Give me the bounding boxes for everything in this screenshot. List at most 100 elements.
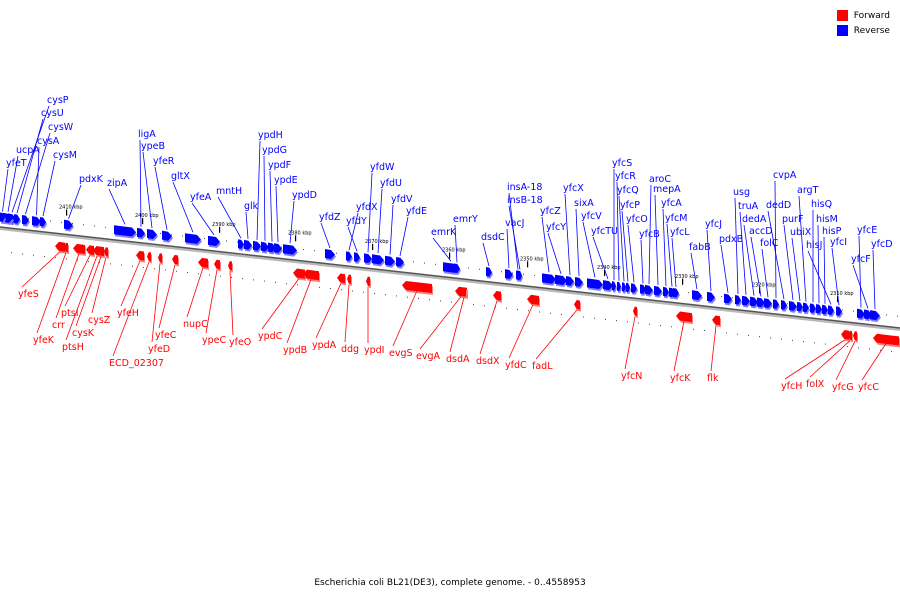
gene-argT[interactable] <box>803 302 810 315</box>
gene-label-ypeB[interactable]: ypeB <box>141 141 165 152</box>
gene-label-hisJ[interactable]: hisJ <box>806 240 822 251</box>
gene-yfeO[interactable] <box>228 261 233 273</box>
gene-label-yfeK[interactable]: yfeK <box>33 335 55 346</box>
gene-label-cysK[interactable]: cysK <box>72 328 95 339</box>
gene-label-yfeO[interactable]: yfeO <box>229 337 251 348</box>
gene-label-gltX[interactable]: gltX <box>171 171 190 182</box>
gene-hisQ[interactable] <box>810 303 817 316</box>
gene-label-yfcQ[interactable]: yfcQ <box>617 185 639 196</box>
gene-label-yfcR[interactable]: yfcR <box>615 171 636 182</box>
gene-label-yfdE[interactable]: yfdE <box>406 206 427 217</box>
gene-label-mepA[interactable]: mepA <box>653 184 681 195</box>
gene-hisJ[interactable] <box>828 305 835 318</box>
gene-label-yfcP[interactable]: yfcP <box>620 200 640 211</box>
gene-yfeC[interactable] <box>172 254 179 267</box>
gene-label-aroC[interactable]: aroC <box>649 174 671 185</box>
gene-label-ligA[interactable]: ligA <box>138 129 156 140</box>
gene-cysZ[interactable] <box>104 247 109 259</box>
gene-yfdX[interactable] <box>346 251 353 263</box>
gene-ypdI[interactable] <box>366 276 371 289</box>
gene-dsdX[interactable] <box>493 290 502 303</box>
gene-yfeK[interactable] <box>64 242 69 255</box>
gene-label-cvpA[interactable]: cvpA <box>773 170 797 181</box>
gene-evgS[interactable] <box>402 280 433 295</box>
gene-insB-18[interactable] <box>518 270 523 283</box>
gene-label-yfcI[interactable]: yfcI <box>830 237 847 248</box>
gene-yfcO[interactable] <box>631 283 638 295</box>
gene-ddg[interactable] <box>347 274 352 286</box>
gene-yfeS[interactable] <box>55 241 66 254</box>
gene-label-yfdU[interactable]: yfdU <box>380 178 402 189</box>
gene-label-flk[interactable]: flk <box>707 373 719 384</box>
gene-yfdU[interactable] <box>372 254 385 267</box>
gene-cvpA[interactable] <box>773 299 780 311</box>
gene-folX[interactable] <box>848 330 853 343</box>
gene-label-cysP[interactable]: cysP <box>47 95 69 106</box>
gene-label-cysA[interactable]: cysA <box>37 136 60 147</box>
gene-label-yfcJ[interactable]: yfcJ <box>705 219 722 230</box>
gene-yfcR[interactable] <box>617 281 622 294</box>
gene-yfcP[interactable] <box>626 282 631 295</box>
gene-label-insA-18[interactable]: insA-18 <box>507 182 542 193</box>
gene-crr[interactable] <box>73 243 86 257</box>
gene-yfeR[interactable] <box>162 230 173 243</box>
gene-aroC[interactable] <box>645 284 654 297</box>
gene-label-argT[interactable]: argT <box>797 185 819 196</box>
gene-nupC[interactable] <box>198 257 209 270</box>
gene-yfeT[interactable] <box>0 212 6 225</box>
gene-ECD_02307[interactable] <box>147 252 152 264</box>
gene-dsdA[interactable] <box>462 287 467 299</box>
gene-ypdB[interactable] <box>303 269 320 283</box>
gene-cysU[interactable] <box>14 214 21 226</box>
gene-label-yfdX[interactable]: yfdX <box>356 202 378 213</box>
gene-label-yfcY[interactable]: yfcY <box>546 222 566 233</box>
gene-ypeC[interactable] <box>214 259 221 272</box>
gene-yfcJ[interactable] <box>707 291 716 304</box>
gene-yfdW[interactable] <box>364 253 373 266</box>
gene-label-yfcF[interactable]: yfcF <box>851 254 871 265</box>
gene-label-cysW[interactable]: cysW <box>48 122 74 133</box>
gene-yfcN[interactable] <box>633 306 638 318</box>
gene-ptsI[interactable] <box>86 245 95 258</box>
gene-ypdD[interactable] <box>283 244 298 257</box>
gene-label-yfcE[interactable]: yfcE <box>857 225 877 236</box>
gene-label-truA[interactable]: truA <box>738 201 759 212</box>
gene-gltX[interactable] <box>185 233 202 246</box>
gene-label-yfcA[interactable]: yfcA <box>661 198 682 209</box>
gene-label-ptsI[interactable]: ptsI <box>61 308 79 319</box>
gene-label-ddg[interactable]: ddg <box>341 344 359 355</box>
gene-cysA[interactable] <box>32 216 42 229</box>
gene-label-ypdF[interactable]: ypdF <box>268 160 291 171</box>
gene-label-ubiX[interactable]: ubiX <box>790 227 812 238</box>
gene-hisM[interactable] <box>816 304 823 316</box>
gene-label-yfeR[interactable]: yfeR <box>153 156 175 167</box>
gene-yfeH[interactable] <box>136 250 145 263</box>
gene-label-hisQ[interactable]: hisQ <box>811 199 832 210</box>
gene-pdxK[interactable] <box>64 219 74 232</box>
gene-label-hisM[interactable]: hisM <box>816 214 838 225</box>
gene-label-dsdX[interactable]: dsdX <box>476 356 500 367</box>
gene-yfcS[interactable] <box>612 281 617 293</box>
gene-label-ECD_02307[interactable]: ECD_02307 <box>109 358 164 369</box>
gene-label-evgS[interactable]: evgS <box>389 348 413 359</box>
gene-label-dedA[interactable]: dedA <box>742 214 767 225</box>
gene-label-evgA[interactable]: evgA <box>416 351 440 362</box>
gene-label-yfcS[interactable]: yfcS <box>612 158 632 169</box>
gene-label-yfcZ[interactable]: yfcZ <box>540 206 561 217</box>
gene-vacJ[interactable] <box>505 269 514 281</box>
gene-fadL[interactable] <box>574 299 581 312</box>
gene-label-zipA[interactable]: zipA <box>107 178 128 189</box>
gene-label-cysU[interactable]: cysU <box>41 108 64 119</box>
gene-label-folC[interactable]: folC <box>760 238 779 249</box>
gene-label-yfcH[interactable]: yfcH <box>781 381 802 392</box>
gene-ypdA[interactable] <box>337 273 346 286</box>
gene-label-cysZ[interactable]: cysZ <box>88 315 111 326</box>
gene-yfcC[interactable] <box>873 333 900 348</box>
gene-label-folX[interactable]: folX <box>806 379 825 390</box>
gene-label-yfdY[interactable]: yfdY <box>346 216 367 227</box>
gene-dsdC[interactable] <box>486 267 493 279</box>
gene-label-yfeA[interactable]: yfeA <box>190 192 212 203</box>
gene-sixA[interactable] <box>575 277 584 289</box>
gene-yfcH[interactable] <box>841 329 850 342</box>
gene-yfcG[interactable] <box>853 331 858 343</box>
